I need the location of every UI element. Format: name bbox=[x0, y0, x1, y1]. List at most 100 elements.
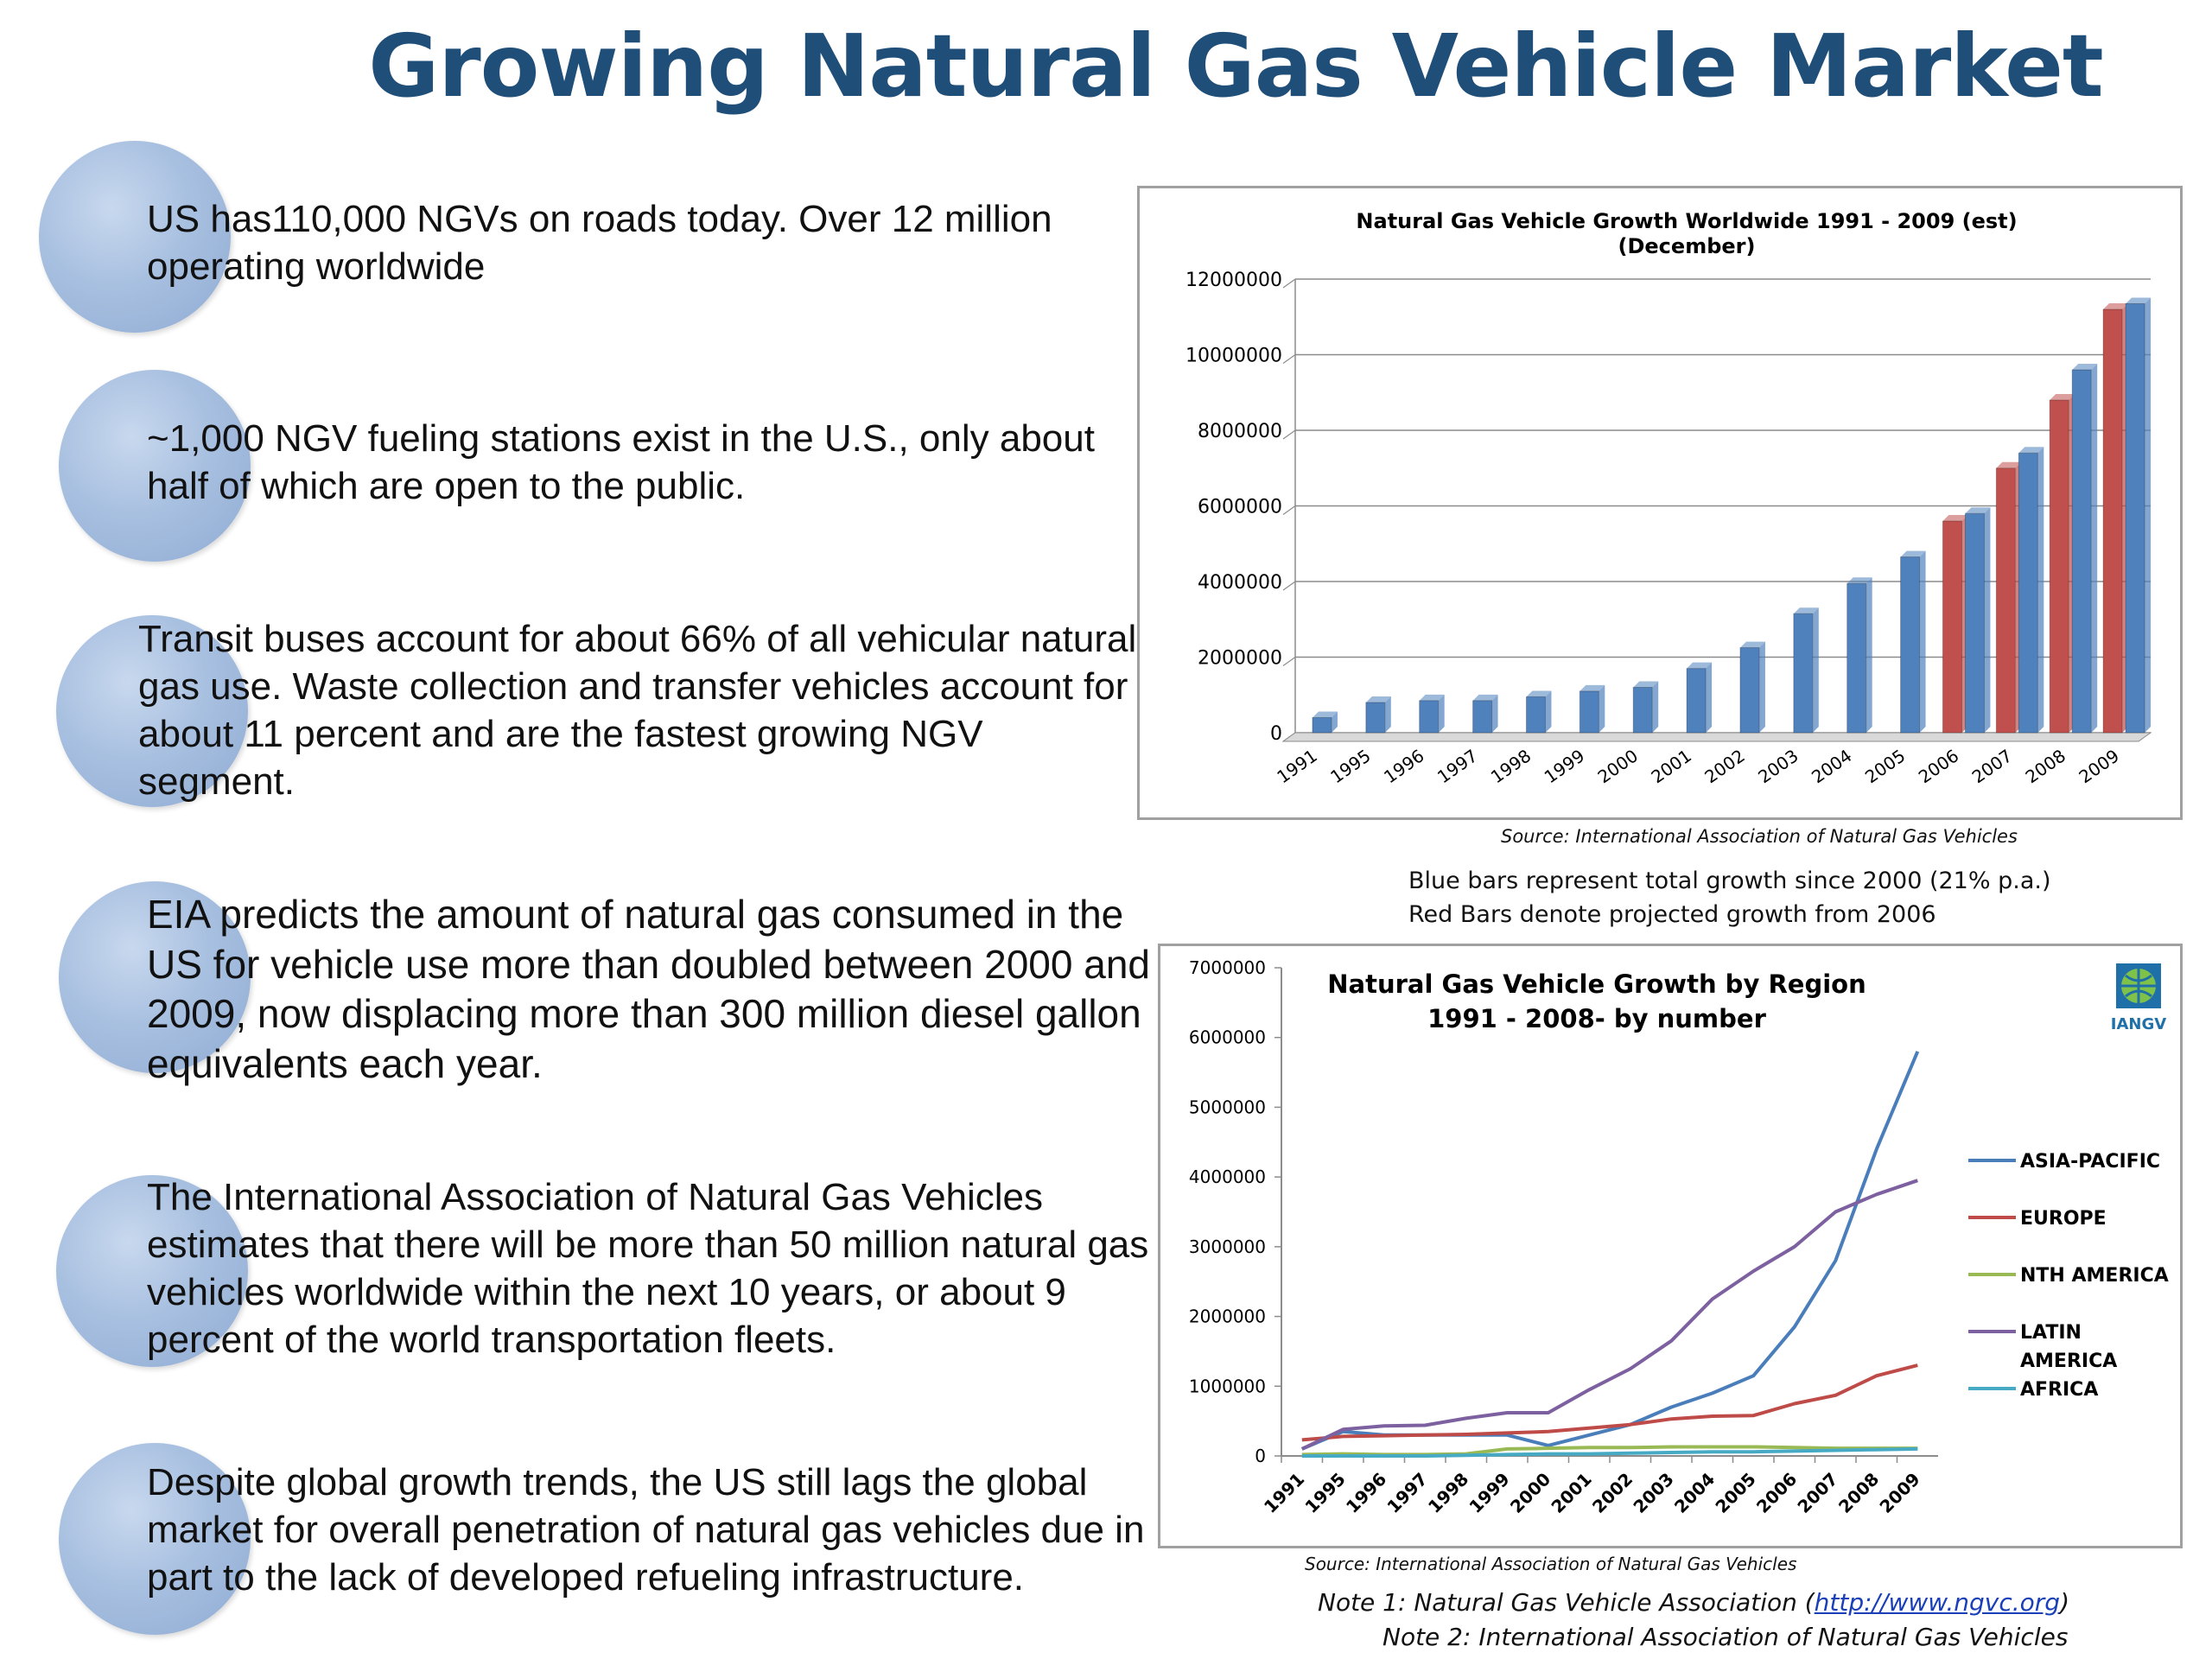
bar-blue-1991-outline bbox=[1312, 717, 1332, 734]
bar-x-tick-label: 1997 bbox=[1433, 745, 1481, 787]
series-line-asia-pacific bbox=[1301, 1051, 1920, 1451]
bar-blue-2001-face bbox=[1687, 668, 1707, 733]
bullet-circle-5 bbox=[56, 1175, 248, 1367]
bar-blue-1997-top bbox=[1472, 694, 1498, 701]
bar-y-tick-label: 6000000 bbox=[1198, 497, 1282, 518]
bar-blue-2009-outline bbox=[2125, 302, 2145, 734]
bar-chart-floor bbox=[1281, 732, 2152, 742]
bar-blue-2008-face bbox=[2072, 370, 2092, 733]
bar-blue-2007-face bbox=[2018, 453, 2038, 733]
bar-blue-2002-top bbox=[1739, 641, 1765, 648]
bar-x-tick-label: 1999 bbox=[1541, 745, 1588, 787]
bar-gridline-depth bbox=[1282, 505, 1296, 515]
bar-gridline-depth bbox=[1282, 581, 1296, 591]
bar-blue-2005-face bbox=[1900, 556, 1920, 733]
bar-x-tick-label: 1998 bbox=[1487, 745, 1535, 787]
bar-gridline-depth bbox=[1282, 657, 1296, 666]
bar-blue-2004-side bbox=[1866, 577, 1872, 733]
legend-label: AFRICA bbox=[2020, 1379, 2098, 1401]
bar-blue-2009-side bbox=[2145, 297, 2152, 733]
bar-blue-2006-face bbox=[1965, 513, 1985, 733]
bar-red-2006-outline bbox=[1942, 520, 1962, 734]
bar-gridline-depth bbox=[1282, 429, 1296, 440]
bar-red-2008 bbox=[2049, 394, 2075, 734]
bar-blue-1999-top bbox=[1580, 684, 1605, 691]
bar-blue-2007-outline bbox=[2018, 452, 2038, 734]
bar-chart-title-line2: (December) bbox=[1618, 234, 1756, 258]
bar-blue-2005-top bbox=[1900, 550, 1926, 557]
bar-blue-1995-outline bbox=[1365, 702, 1386, 734]
line-chart-title-line1: Natural Gas Vehicle Growth by Region bbox=[1327, 969, 1866, 999]
bar-x-tick-label: 1991 bbox=[1273, 745, 1320, 787]
bar-blue-1999-outline bbox=[1579, 690, 1599, 734]
bar-blue-2004 bbox=[1847, 577, 1872, 734]
line-chart-panel: 0 1000000 2000000 3000000 4000000 5000000 6000… bbox=[1158, 944, 2183, 1548]
page-title: Growing Natural Gas Vehicle Market bbox=[368, 16, 2103, 117]
line-x-tick-label: 2001 bbox=[1547, 1469, 1595, 1517]
bar-blue-2009 bbox=[2125, 297, 2152, 734]
bar-blue-2006 bbox=[1964, 507, 1991, 734]
bar-x-tick-label: 1995 bbox=[1326, 745, 1374, 787]
bar-blue-2008-outline bbox=[2071, 369, 2092, 734]
bar-blue-1997-outline bbox=[1472, 700, 1493, 734]
bar-blue-2009-face bbox=[2126, 303, 2145, 733]
line-x-tick-label: 2009 bbox=[1875, 1469, 1923, 1517]
bar-blue-1998-top bbox=[1526, 690, 1552, 697]
bar-red-2006 bbox=[1942, 515, 1968, 734]
line-y-tick-label: 3000000 bbox=[1189, 1236, 1266, 1257]
bar-red-2009-face bbox=[2103, 309, 2123, 733]
bullet-text-4: EIA predicts the amount of natural gas c… bbox=[147, 892, 1151, 1086]
bar-blue-1995-side bbox=[1384, 696, 1391, 733]
bar-red-2009 bbox=[2102, 303, 2129, 734]
bullet-text-3: Transit buses account for about 66% of a… bbox=[138, 618, 1137, 803]
iangv-logo: IANGV bbox=[2111, 963, 2166, 1033]
bar-red-2007 bbox=[1995, 461, 2022, 734]
bar-blue-2003-face bbox=[1793, 613, 1813, 733]
bullet-circle-2 bbox=[59, 370, 251, 562]
note1-prefix: Note 1: Natural Gas Vehicle Association … bbox=[1318, 1588, 1815, 1617]
bar-blue-2000-outline bbox=[1632, 687, 1653, 734]
bar-blue-1996-face bbox=[1419, 700, 1439, 733]
bar-blue-1991-side bbox=[1331, 711, 1338, 733]
bullet-text-2: ~1,000 NGV fueling stations exist in the… bbox=[147, 417, 1095, 507]
bar-blue-1996 bbox=[1419, 694, 1445, 734]
legend-label: ASIA-PACIFIC bbox=[2020, 1151, 2160, 1173]
bar-blue-1995-top bbox=[1365, 696, 1391, 702]
bar-blue-1991-top bbox=[1312, 711, 1338, 718]
series-line-africa bbox=[1301, 1446, 1918, 1458]
ngvc-link[interactable]: http://www.ngvc.org bbox=[1814, 1588, 2061, 1617]
bar-blue-2003-outline bbox=[1793, 613, 1814, 734]
bar-y-tick-label: 12000000 bbox=[1185, 270, 1282, 291]
chart2-source: Source: International Association of Nat… bbox=[1305, 1554, 1797, 1574]
bar-y-tick-label: 2000000 bbox=[1198, 648, 1282, 670]
bar-blue-2003-side bbox=[1812, 607, 1819, 733]
bar-x-tick-label: 2001 bbox=[1647, 745, 1694, 787]
bar-red-2008-top bbox=[2050, 394, 2075, 400]
bar-x-tick-label: 2000 bbox=[1594, 745, 1642, 787]
line-chart-title-line2: 1991 - 2008- by number bbox=[1427, 1004, 1766, 1033]
line-x-tick-label: 1991 bbox=[1260, 1469, 1308, 1517]
line-x-tick-label: 1999 bbox=[1465, 1469, 1513, 1517]
bar-blue-2005 bbox=[1900, 550, 1926, 734]
note1-suffix: ) bbox=[2060, 1588, 2069, 1617]
line-x-tick-label: 2003 bbox=[1629, 1469, 1677, 1517]
line-x-tick-label: 2000 bbox=[1506, 1469, 1554, 1517]
bar-x-tick-label: 2007 bbox=[1968, 745, 2016, 787]
legend-label: AMERICA bbox=[2020, 1351, 2117, 1372]
line-x-tick-label: 2008 bbox=[1834, 1469, 1883, 1517]
bar-red-2007-outline bbox=[1995, 467, 2016, 734]
bar-x-tick-label: 2009 bbox=[2075, 745, 2122, 787]
bar-x-tick-label: 2003 bbox=[1754, 745, 1802, 787]
bar-blue-1995 bbox=[1365, 696, 1391, 734]
bar-blue-1997-face bbox=[1472, 700, 1492, 733]
bullet-circle-1 bbox=[39, 141, 231, 333]
bar-blue-2006-top bbox=[1965, 507, 1991, 514]
bar-blue-1991-face bbox=[1312, 717, 1332, 733]
bar-red-2006-top bbox=[1942, 515, 1968, 521]
bullet-circle-6 bbox=[59, 1443, 251, 1635]
note-2: Note 2: International Association of Nat… bbox=[1382, 1623, 2069, 1651]
bar-x-tick-label: 2004 bbox=[1808, 745, 1855, 787]
bar-blue-2005-outline bbox=[1900, 556, 1921, 734]
bar-red-2007-top bbox=[1996, 461, 2022, 468]
line-y-tick-label: 0 bbox=[1255, 1446, 1266, 1466]
